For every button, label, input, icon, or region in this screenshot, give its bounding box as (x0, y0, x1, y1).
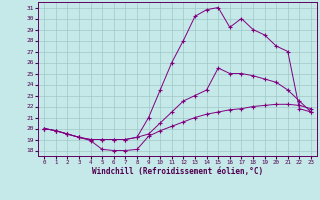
X-axis label: Windchill (Refroidissement éolien,°C): Windchill (Refroidissement éolien,°C) (92, 167, 263, 176)
